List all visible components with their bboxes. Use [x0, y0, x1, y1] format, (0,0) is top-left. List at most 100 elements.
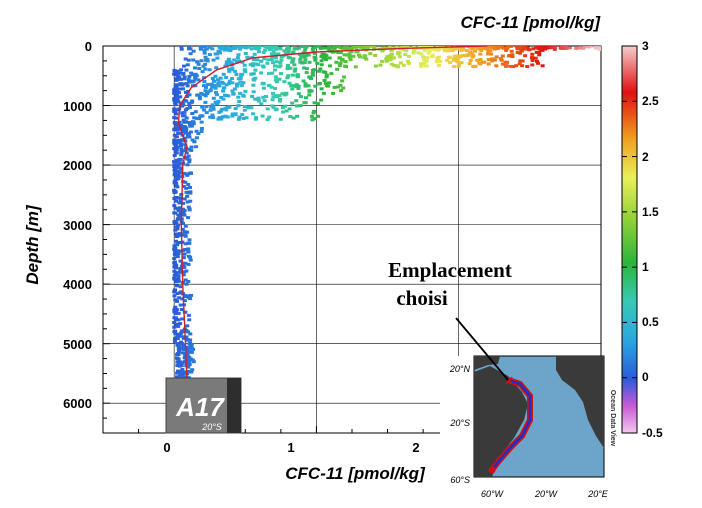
scatter-point: [459, 61, 464, 65]
scatter-point: [313, 58, 318, 62]
scatter-point: [190, 100, 194, 104]
scatter-point: [248, 63, 253, 67]
scatter-point: [189, 171, 193, 175]
scatter-point: [199, 130, 204, 133]
scatter-point: [419, 64, 424, 68]
scatter-point: [262, 57, 267, 61]
scatter-point: [304, 67, 309, 70]
scatter-point: [188, 338, 193, 342]
scatter-point: [482, 47, 487, 50]
scatter-point: [395, 46, 400, 50]
scatter-point: [270, 52, 274, 56]
scatter-point: [172, 160, 177, 164]
scatter-point: [185, 353, 190, 356]
scatter-point: [176, 163, 181, 167]
scatter-point: [412, 48, 417, 52]
scatter-point: [295, 104, 299, 108]
scatter-point: [303, 82, 308, 86]
scatter-point: [177, 201, 182, 205]
scatter-point: [363, 54, 368, 58]
y-tick-label: 5000: [63, 337, 92, 352]
scatter-point: [455, 55, 460, 59]
scatter-point: [494, 64, 499, 68]
scatter-point: [464, 49, 469, 52]
scatter-point: [211, 116, 216, 119]
scatter-point: [177, 346, 182, 350]
scatter-point: [263, 46, 268, 49]
scatter-point: [183, 224, 188, 228]
y-axis-title: Depth [m]: [23, 204, 42, 285]
y-tick-label: 6000: [63, 396, 92, 411]
scatter-point: [180, 361, 185, 365]
scatter-point: [179, 147, 184, 151]
scatter-point: [174, 239, 178, 243]
x-axis-title: CFC-11 [pmol/kg]: [285, 464, 426, 483]
scatter-point: [486, 50, 491, 54]
scatter-point: [187, 106, 192, 109]
scatter-point: [247, 46, 251, 48]
scatter-point: [191, 360, 196, 364]
scatter-point: [279, 58, 284, 62]
scatter-point: [411, 51, 416, 55]
scatter-point: [303, 101, 308, 105]
scatter-point: [525, 65, 530, 68]
scatter-point: [209, 82, 214, 86]
scatter-point: [543, 46, 548, 49]
scatter-point: [271, 46, 276, 49]
scatter-point: [494, 55, 499, 59]
scatter-point: [180, 368, 185, 371]
scatter-point: [221, 89, 226, 93]
scatter-point: [201, 64, 206, 68]
scatter-point: [235, 56, 240, 60]
scatter-point: [486, 46, 491, 49]
scatter-point: [244, 46, 249, 50]
inset-africa: [556, 356, 604, 448]
scatter-point: [306, 53, 311, 57]
y-tick-label: 0: [85, 39, 92, 54]
scatter-point: [186, 134, 191, 138]
scatter-point: [404, 46, 409, 48]
scatter-point: [265, 46, 270, 49]
scatter-point: [286, 63, 290, 67]
scatter-point: [293, 67, 298, 71]
scatter-point: [178, 270, 183, 274]
scatter-point: [510, 53, 515, 57]
scatter-point: [176, 95, 181, 99]
scatter-point: [190, 368, 195, 372]
scatter-point: [504, 49, 509, 52]
scatter-point: [378, 63, 383, 67]
scatter-point: [380, 49, 385, 53]
scatter-point: [182, 110, 187, 114]
scatter-point: [373, 53, 378, 57]
scatter-point: [175, 128, 180, 132]
scatter-point: [337, 56, 342, 60]
scatter-point: [182, 75, 187, 79]
scatter-point: [235, 59, 240, 63]
scatter-point: [188, 255, 193, 259]
scatter-point: [261, 50, 266, 54]
scatter-point: [436, 48, 441, 52]
scatter-point: [577, 46, 582, 50]
scatter-point: [463, 54, 468, 58]
scatter-point: [251, 72, 256, 76]
scatter-point: [221, 72, 226, 76]
scatter-point: [298, 104, 303, 108]
scatter-point: [173, 149, 178, 153]
scatter-point: [179, 123, 183, 127]
scatter-point: [261, 95, 266, 99]
scatter-point: [176, 108, 181, 112]
scatter-point: [182, 114, 187, 118]
scatter-point: [372, 46, 377, 49]
scatter-point: [224, 60, 229, 64]
scatter-point: [297, 52, 302, 56]
scatter-point: [514, 64, 519, 68]
scatter-point: [211, 107, 216, 111]
scatter-point: [535, 59, 539, 63]
scatter-point: [182, 209, 187, 212]
scatter-point: [223, 114, 228, 118]
scatter-point: [238, 75, 243, 79]
scatter-point: [421, 55, 426, 59]
scatter-point: [172, 109, 177, 113]
inset-lon-label: 60°W: [481, 489, 505, 499]
scatter-point: [517, 62, 522, 66]
